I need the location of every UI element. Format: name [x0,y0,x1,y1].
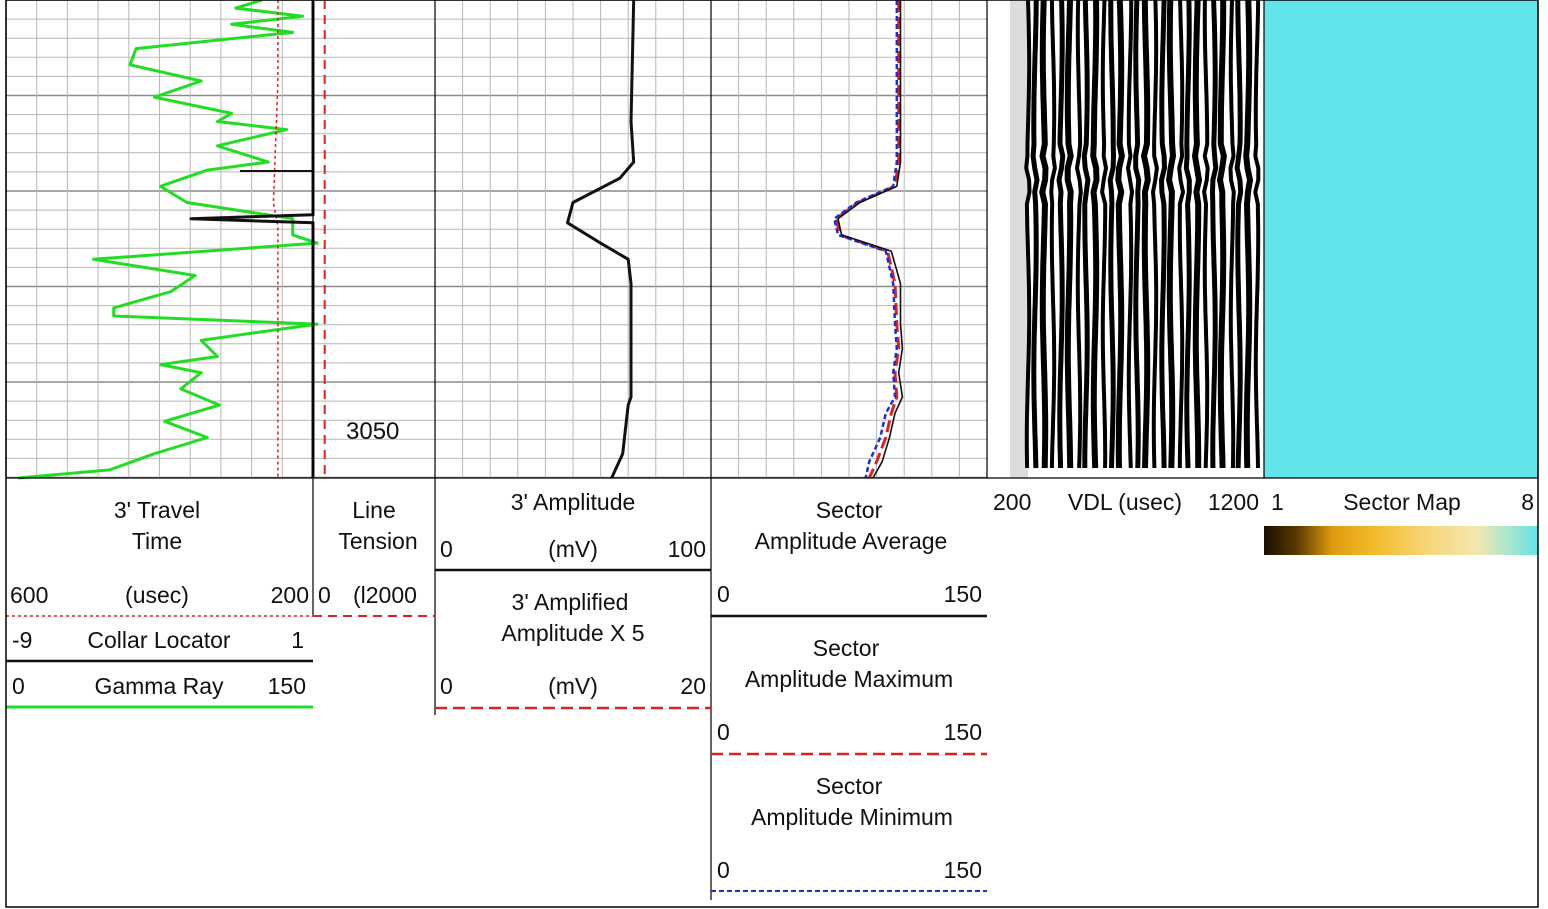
sector-map-header: 1 Sector Map 8 [1264,489,1538,555]
sector-map-scale-right: 8 [1521,489,1534,515]
travel-time-curve [272,0,279,478]
track3-header: 3' Amplitude 0 (mV) 100 3' Amplified Amp… [435,489,711,710]
travel-time-title-2: Time [132,528,182,554]
travel-time-scale-right: 200 [271,582,309,608]
sector-min-scale-right: 150 [944,857,982,883]
log-curves [18,0,904,480]
gamma-scale-right: 150 [268,673,306,699]
vdl-scale-left: 200 [993,489,1031,515]
collar-locator-name: Collar Locator [87,627,231,653]
amplitude-unit: (mV) [548,536,598,562]
collar-scale-right: 1 [291,627,304,653]
depth-label: 3050 [346,418,399,445]
gamma-scale-left: 0 [12,673,25,699]
vdl-name: VDL (usec) [1068,489,1182,515]
sector-map-image [1264,0,1538,478]
line-tension-title-2: Tension [338,528,417,554]
sector-avg-scale-left: 0 [717,581,730,607]
sector-amp-min-curve [833,0,899,479]
amplified-unit: (mV) [548,673,598,699]
sector-avg-title-1: Sector [816,497,883,523]
line-tension-title-1: Line [352,497,395,523]
gamma-ray-name: Gamma Ray [94,673,224,699]
amplitude-title: 3' Amplitude [511,489,636,515]
travel-time-title-1: 3' Travel [114,497,200,523]
vdl-waveform-image [987,0,1264,478]
travel-time-unit: (usec) [125,582,189,608]
collar-scale-left: -9 [12,627,32,653]
sector-map-name: Sector Map [1343,489,1461,515]
amplified-title-2: Amplitude X 5 [501,620,644,646]
sector-avg-scale-right: 150 [944,581,982,607]
log-grids [6,0,987,479]
sector-max-scale-right: 150 [944,719,982,745]
track1-header: 3' Travel Time 600 (usec) 200 -9 Collar … [6,497,313,709]
sector-min-title-2: Amplitude Minimum [751,804,953,830]
sector-map-scale-left: 1 [1271,489,1284,515]
amplified-scale-right: 20 [680,673,706,699]
sector-amp-max-curve [834,0,901,479]
vdl-header: 200 VDL (usec) 1200 [993,489,1259,515]
sector-map-colorbar [1264,526,1538,555]
amplitude-curve [566,0,636,479]
tension-scale-left: 0 [318,582,331,608]
tension-unit-right: (l2000 [353,582,417,608]
sector-amp-avg-curve [837,0,904,479]
vdl-scale-right: 1200 [1208,489,1259,515]
sector-avg-title-2: Amplitude Average [755,528,948,554]
track4-header: Sector Amplitude Average 0 150 Sector Am… [711,497,987,892]
amplitude-scale-right: 100 [668,536,706,562]
amplified-scale-left: 0 [440,673,453,699]
track2-header: Line Tension 0 (l2000 [313,497,435,617]
sector-min-title-1: Sector [816,773,883,799]
amplitude-scale-left: 0 [440,536,453,562]
sector-max-scale-left: 0 [717,719,730,745]
sector-max-title-2: Amplitude Maximum [745,666,953,692]
gamma-ray-curve [18,0,319,480]
travel-time-scale-left: 600 [10,582,48,608]
sector-max-title-1: Sector [813,635,880,661]
sector-min-scale-left: 0 [717,857,730,883]
amplified-title-1: 3' Amplified [512,589,629,615]
